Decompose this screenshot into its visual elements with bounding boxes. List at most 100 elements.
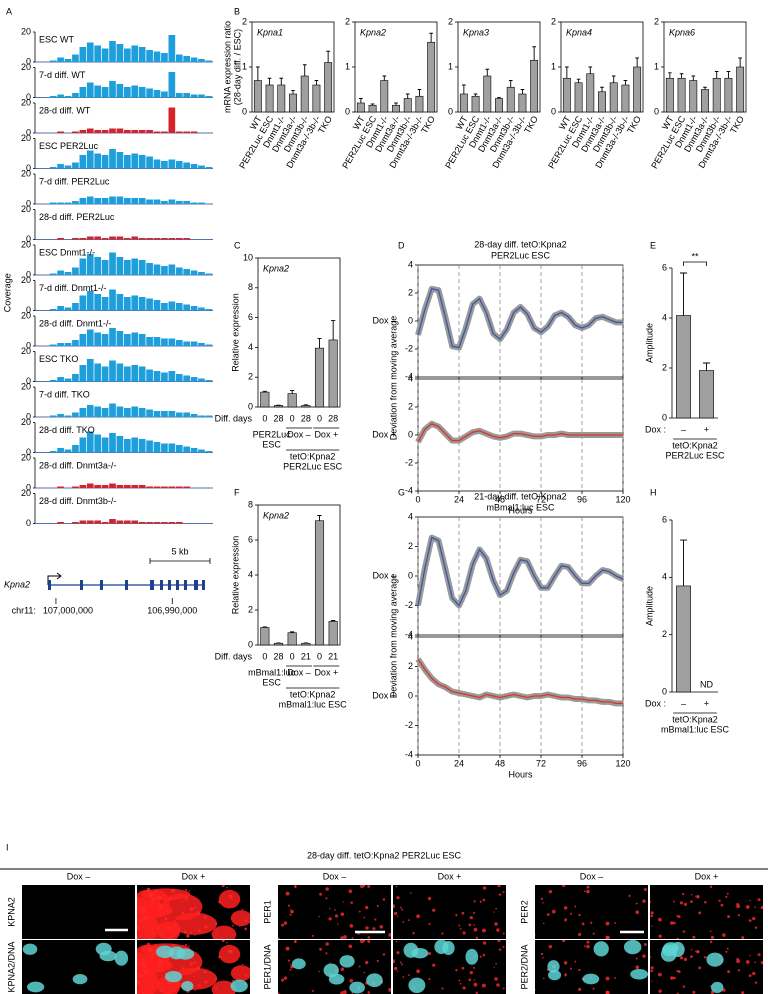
signal [289, 968, 292, 971]
coverage-bar [131, 236, 139, 240]
coverage-bar [131, 258, 139, 275]
x-axis-label: Diff. days [215, 413, 253, 423]
coverage-bar [183, 93, 191, 98]
error-bar [331, 320, 336, 340]
signal [690, 955, 693, 959]
signal [679, 901, 684, 905]
signal [241, 963, 244, 966]
row-label: PER1/DNA [262, 944, 272, 989]
bar [562, 77, 571, 113]
signal [709, 940, 713, 944]
coverage-bar [109, 433, 116, 453]
coverage-bar [146, 337, 153, 346]
signal [193, 906, 197, 909]
coverage-bar [94, 363, 102, 382]
signal [156, 921, 179, 939]
coverage-bar [101, 522, 109, 524]
panel-label: G [398, 487, 405, 497]
x-tick-label: + [704, 424, 709, 434]
bar [518, 93, 527, 113]
coverage-bar [94, 198, 102, 204]
y-tick-label: 20 [21, 26, 31, 36]
panel-label: I [6, 842, 9, 852]
coverage-bar [124, 297, 131, 311]
micrograph [22, 940, 135, 994]
track-label: 28-d diff. Dnmt3b-/- [39, 496, 116, 506]
coverage-bar [116, 152, 124, 169]
signal [498, 948, 502, 951]
coverage-bar [79, 520, 87, 524]
signal [458, 924, 461, 927]
signal [561, 885, 566, 888]
coverage-bar [86, 82, 94, 98]
signal [193, 975, 195, 978]
coverage-bar [116, 257, 124, 275]
signal [496, 928, 500, 932]
signal [143, 916, 148, 920]
coverage-bar [64, 272, 72, 275]
signal [745, 905, 750, 909]
signal [146, 942, 151, 947]
coverage-bar [131, 520, 139, 524]
coverage-bar [138, 366, 146, 382]
coverage-bar [124, 520, 131, 524]
coverage-bar [168, 199, 176, 204]
x-tick-label: 21 [328, 651, 338, 661]
signal [157, 895, 162, 900]
signal [328, 907, 331, 910]
signal [736, 959, 741, 964]
coverage-bar [175, 201, 183, 204]
coverage-bar [198, 59, 205, 62]
bar [380, 80, 389, 113]
column-label: Dox – [580, 871, 604, 881]
micrograph [535, 940, 648, 994]
coverage-bar [57, 131, 64, 133]
coverage-bar [205, 415, 213, 417]
y-tick-label: 4 [248, 342, 253, 352]
bar [273, 405, 284, 408]
signal [159, 988, 163, 992]
coverage-bar [183, 56, 191, 62]
signal [690, 948, 693, 951]
micrograph [137, 885, 250, 939]
nucleus [72, 973, 88, 985]
signal [412, 932, 415, 935]
y-tick-label: 0 [448, 106, 453, 116]
signal [658, 917, 662, 922]
coverage-bar [153, 411, 161, 417]
group-label: PER2Luc ESC [665, 450, 725, 460]
y-tick-label: 0 [654, 106, 659, 116]
group-label: ESC [262, 677, 281, 687]
y-tick-label: 6 [248, 312, 253, 322]
coverage-bar [161, 53, 168, 62]
signal [152, 952, 155, 956]
group-label: PER2Luc ESC [283, 461, 343, 471]
y-tick-label: 20 [21, 133, 31, 143]
signal [535, 934, 536, 936]
coverage-bar [94, 485, 102, 488]
signal [365, 905, 369, 910]
error-bar [417, 89, 422, 97]
signal [479, 955, 482, 958]
coverage-bar [116, 196, 124, 204]
coverage-bar [86, 150, 94, 169]
coverage-bar [116, 520, 124, 524]
y-tick-label: -4 [405, 629, 413, 639]
column-label: Dox + [438, 871, 462, 881]
signal [393, 959, 396, 964]
signal [218, 955, 222, 959]
series-label: Dox – [372, 570, 396, 580]
signal [181, 911, 185, 915]
signal [752, 971, 756, 976]
signal [189, 907, 194, 911]
signal [230, 965, 250, 982]
y-tick-label: 0 [26, 269, 31, 279]
bar [586, 73, 595, 113]
error-bar [576, 78, 581, 83]
bar [676, 585, 691, 693]
y-tick-label: 2 [662, 629, 667, 639]
scale-bar-label: 25 μm [103, 912, 128, 922]
signal [188, 945, 190, 947]
signal [388, 987, 391, 992]
coverage-bar [168, 35, 176, 62]
